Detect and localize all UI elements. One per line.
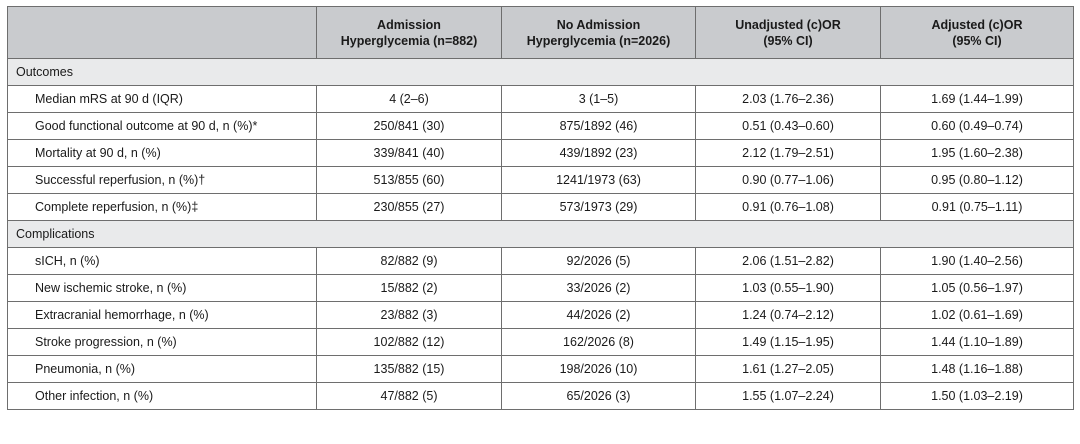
table-row: Extracranial hemorrhage, n (%) 23/882 (3)… <box>7 301 1074 329</box>
row-label: Median mRS at 90 d (IQR) <box>7 85 317 113</box>
table-row: Stroke progression, n (%) 102/882 (12) 162… <box>7 328 1074 356</box>
header-blank-cell <box>7 6 317 59</box>
header-line: (95% CI) <box>952 33 1002 48</box>
cell-no-admission-hyperglycemia: 92/2026 (5) <box>501 247 696 275</box>
cell-admission-hyperglycemia: 47/882 (5) <box>316 382 502 410</box>
results-table: Admission Hyperglycemia (n=882) No Admis… <box>7 6 1074 410</box>
row-label: Mortality at 90 d, n (%) <box>7 139 317 167</box>
section-row: Outcomes <box>7 58 1074 86</box>
table-row: Other infection, n (%) 47/882 (5) 65/2026 … <box>7 382 1074 410</box>
cell-admission-hyperglycemia: 15/882 (2) <box>316 274 502 302</box>
cell-unadjusted-or: 2.03 (1.76–2.36) <box>695 85 881 113</box>
row-label: Good functional outcome at 90 d, n (%)* <box>7 112 317 140</box>
row-label: Pneumonia, n (%) <box>7 355 317 383</box>
header-adjusted-or: Adjusted (c)OR (95% CI) <box>880 6 1074 59</box>
cell-admission-hyperglycemia: 513/855 (60) <box>316 166 502 194</box>
cell-admission-hyperglycemia: 23/882 (3) <box>316 301 502 329</box>
table-row: sICH, n (%) 82/882 (9) 92/2026 (5) 2.06 (1.… <box>7 247 1074 275</box>
row-label: Extracranial hemorrhage, n (%) <box>7 301 317 329</box>
cell-no-admission-hyperglycemia: 198/2026 (10) <box>501 355 696 383</box>
cell-adjusted-or: 1.95 (1.60–2.38) <box>880 139 1074 167</box>
cell-unadjusted-or: 1.03 (0.55–1.90) <box>695 274 881 302</box>
section-title: Outcomes <box>7 58 1074 86</box>
cell-unadjusted-or: 1.24 (0.74–2.12) <box>695 301 881 329</box>
cell-adjusted-or: 0.60 (0.49–0.74) <box>880 112 1074 140</box>
row-label: New ischemic stroke, n (%) <box>7 274 317 302</box>
table-row: Successful reperfusion, n (%)† 513/855 (6… <box>7 166 1074 194</box>
cell-no-admission-hyperglycemia: 439/1892 (23) <box>501 139 696 167</box>
cell-no-admission-hyperglycemia: 162/2026 (8) <box>501 328 696 356</box>
row-label: Stroke progression, n (%) <box>7 328 317 356</box>
cell-unadjusted-or: 1.61 (1.27–2.05) <box>695 355 881 383</box>
cell-adjusted-or: 0.91 (0.75–1.11) <box>880 193 1074 221</box>
row-label: Complete reperfusion, n (%)‡ <box>7 193 317 221</box>
cell-admission-hyperglycemia: 102/882 (12) <box>316 328 502 356</box>
header-line: Hyperglycemia (n=2026) <box>526 33 671 48</box>
cell-admission-hyperglycemia: 339/841 (40) <box>316 139 502 167</box>
row-label: sICH, n (%) <box>7 247 317 275</box>
section-row: Complications <box>7 220 1074 248</box>
cell-unadjusted-or: 0.90 (0.77–1.06) <box>695 166 881 194</box>
cell-adjusted-or: 1.44 (1.10–1.89) <box>880 328 1074 356</box>
cell-admission-hyperglycemia: 4 (2–6) <box>316 85 502 113</box>
header-line: Unadjusted (c)OR <box>735 17 841 32</box>
section-title: Complications <box>7 220 1074 248</box>
cell-unadjusted-or: 1.55 (1.07–2.24) <box>695 382 881 410</box>
cell-unadjusted-or: 2.06 (1.51–2.82) <box>695 247 881 275</box>
cell-unadjusted-or: 1.49 (1.15–1.95) <box>695 328 881 356</box>
table-row: Pneumonia, n (%) 135/882 (15) 198/2026 (10… <box>7 355 1074 383</box>
cell-unadjusted-or: 2.12 (1.79–2.51) <box>695 139 881 167</box>
header-line: No Admission <box>556 17 641 32</box>
cell-no-admission-hyperglycemia: 65/2026 (3) <box>501 382 696 410</box>
cell-no-admission-hyperglycemia: 573/1973 (29) <box>501 193 696 221</box>
table-body: Outcomes Median mRS at 90 d (IQR) 4 (2–6) 3… <box>7 58 1074 410</box>
cell-no-admission-hyperglycemia: 33/2026 (2) <box>501 274 696 302</box>
header-line: Admission <box>377 17 441 32</box>
header-unadjusted-or: Unadjusted (c)OR (95% CI) <box>695 6 881 59</box>
cell-adjusted-or: 0.95 (0.80–1.12) <box>880 166 1074 194</box>
cell-adjusted-or: 1.90 (1.40–2.56) <box>880 247 1074 275</box>
cell-admission-hyperglycemia: 230/855 (27) <box>316 193 502 221</box>
header-line: Hyperglycemia (n=882) <box>340 33 478 48</box>
cell-no-admission-hyperglycemia: 3 (1–5) <box>501 85 696 113</box>
cell-admission-hyperglycemia: 82/882 (9) <box>316 247 502 275</box>
table-header: Admission Hyperglycemia (n=882) No Admis… <box>7 6 1074 59</box>
row-label: Other infection, n (%) <box>7 382 317 410</box>
table-row: New ischemic stroke, n (%) 15/882 (2) 33/2… <box>7 274 1074 302</box>
cell-adjusted-or: 1.50 (1.03–2.19) <box>880 382 1074 410</box>
cell-admission-hyperglycemia: 135/882 (15) <box>316 355 502 383</box>
header-no-admission-hyperglycemia: No Admission Hyperglycemia (n=2026) <box>501 6 696 59</box>
table-row: Complete reperfusion, n (%)‡ 230/855 (27)… <box>7 193 1074 221</box>
cell-unadjusted-or: 0.51 (0.43–0.60) <box>695 112 881 140</box>
header-row: Admission Hyperglycemia (n=882) No Admis… <box>7 6 1074 59</box>
header-admission-hyperglycemia: Admission Hyperglycemia (n=882) <box>316 6 502 59</box>
cell-admission-hyperglycemia: 250/841 (30) <box>316 112 502 140</box>
cell-no-admission-hyperglycemia: 44/2026 (2) <box>501 301 696 329</box>
cell-adjusted-or: 1.48 (1.16–1.88) <box>880 355 1074 383</box>
cell-unadjusted-or: 0.91 (0.76–1.08) <box>695 193 881 221</box>
table-row: Good functional outcome at 90 d, n (%)* 2… <box>7 112 1074 140</box>
cell-no-admission-hyperglycemia: 875/1892 (46) <box>501 112 696 140</box>
row-label: Successful reperfusion, n (%)† <box>7 166 317 194</box>
cell-adjusted-or: 1.02 (0.61–1.69) <box>880 301 1074 329</box>
cell-adjusted-or: 1.05 (0.56–1.97) <box>880 274 1074 302</box>
cell-no-admission-hyperglycemia: 1241/1973 (63) <box>501 166 696 194</box>
header-line: Adjusted (c)OR <box>931 17 1023 32</box>
table-row: Median mRS at 90 d (IQR) 4 (2–6) 3 (1–5) 2.… <box>7 85 1074 113</box>
cell-adjusted-or: 1.69 (1.44–1.99) <box>880 85 1074 113</box>
table-row: Mortality at 90 d, n (%) 339/841 (40) 439/… <box>7 139 1074 167</box>
header-line: (95% CI) <box>763 33 813 48</box>
